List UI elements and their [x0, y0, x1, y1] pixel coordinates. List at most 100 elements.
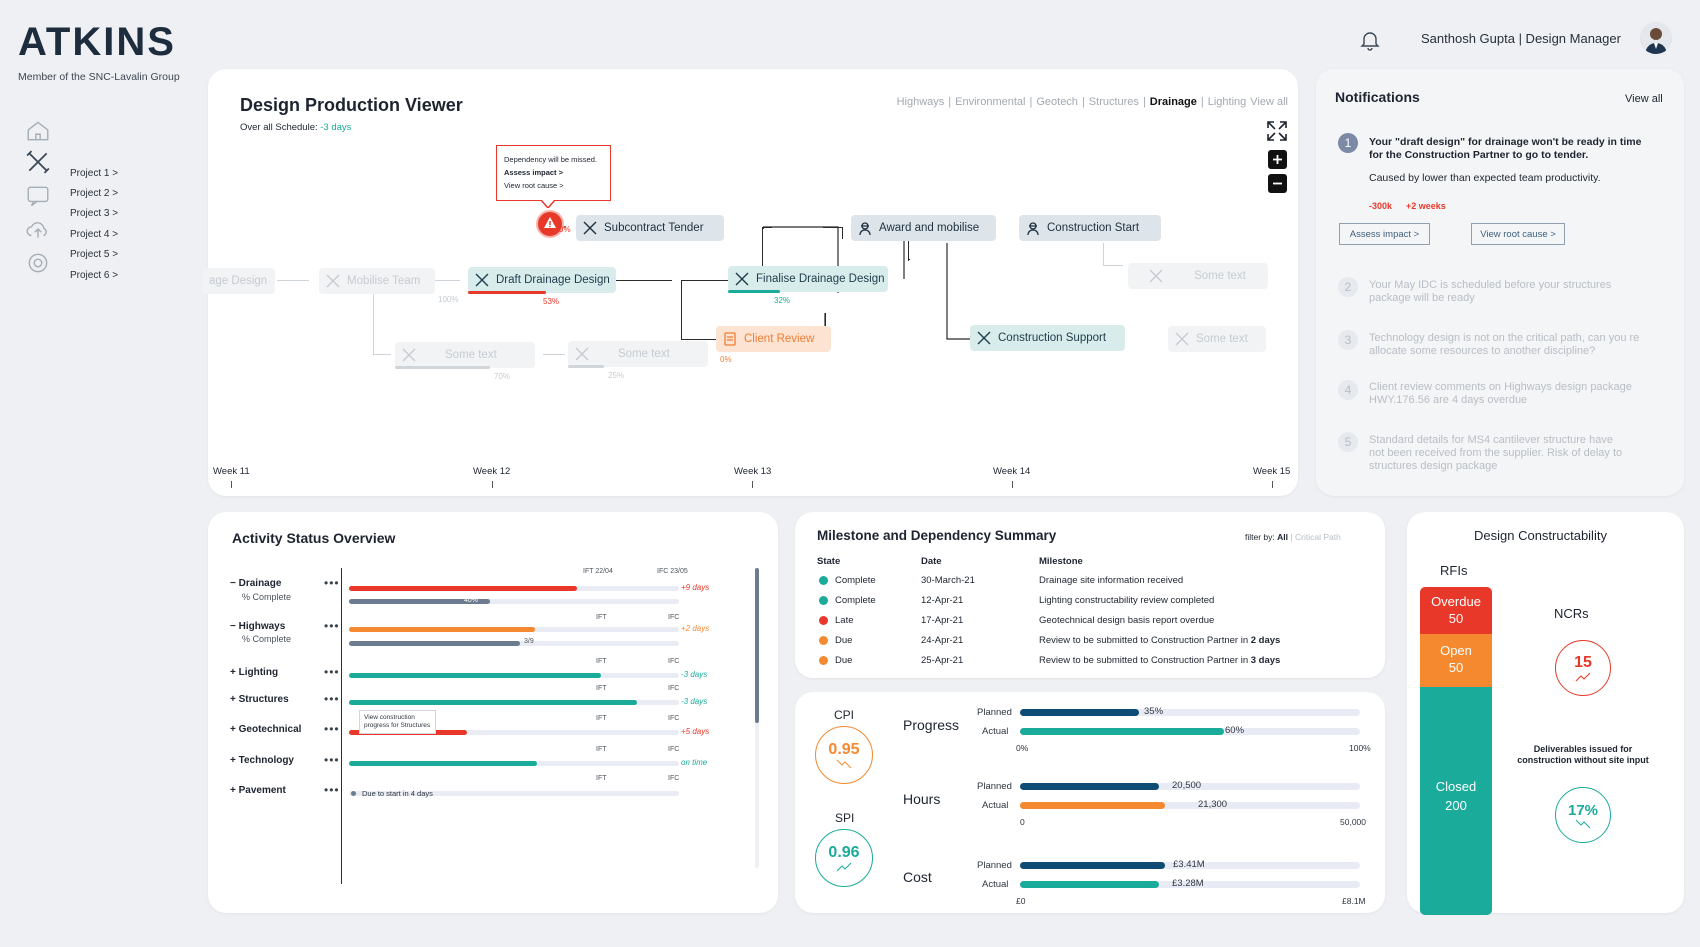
structures-menu-button[interactable]: •••: [324, 692, 340, 706]
notification-1-time: +2 weeks: [1406, 201, 1446, 211]
warning-icon[interactable]: [536, 210, 564, 238]
pavement-menu-button[interactable]: •••: [324, 783, 340, 797]
activity-geotechnical[interactable]: + Geotechnical: [230, 724, 302, 735]
user-name[interactable]: Santhosh Gupta | Design Manager: [1421, 31, 1621, 46]
node-subcontract-tender[interactable]: Subcontract Tender: [576, 215, 724, 241]
activity-highways[interactable]: − Highways: [230, 621, 286, 632]
filter-all[interactable]: All: [1277, 532, 1289, 542]
tools-icon: [1149, 269, 1163, 283]
notification-1-cause: Caused by lower than expected team produ…: [1369, 172, 1601, 184]
rfi-closed-segment[interactable]: Closed 200: [1420, 687, 1492, 915]
tab-geotech[interactable]: Geotech: [1036, 96, 1078, 108]
assess-impact-button[interactable]: Assess impact >: [1339, 223, 1430, 245]
node-client-review[interactable]: Client Review: [716, 326, 831, 352]
notification-5-text[interactable]: Standard details for MS4 cantilever stru…: [1369, 434, 1623, 472]
project-2-link[interactable]: Project 2 >: [70, 188, 119, 199]
technology-menu-button[interactable]: •••: [324, 753, 340, 767]
project-4-link[interactable]: Project 4 >: [70, 229, 119, 240]
project-5-link[interactable]: Project 5 >: [70, 249, 119, 260]
avatar[interactable]: [1640, 22, 1672, 54]
zoom-out-button[interactable]: [1268, 174, 1287, 193]
node-some-text-4[interactable]: Some text: [568, 341, 708, 367]
node-finalise-drainage-design[interactable]: Finalise Drainage Design: [728, 266, 888, 292]
node-some-text-1[interactable]: Some text: [1128, 263, 1268, 289]
rfi-open-segment[interactable]: Open 50: [1420, 634, 1492, 687]
atkins-logo[interactable]: ATKINS: [18, 20, 176, 64]
node-draft-drainage-design[interactable]: Draft Drainage Design: [468, 267, 616, 293]
tab-lighting[interactable]: Lighting: [1207, 96, 1247, 108]
constructability-title: Design Constructability: [1474, 528, 1607, 543]
node-some-text-2[interactable]: Some text: [1168, 326, 1266, 352]
node-award-and-mobilise[interactable]: Award and mobilise: [851, 215, 996, 241]
cost-actual-bar: [1020, 881, 1160, 888]
progress-actual-bar: [1020, 728, 1224, 735]
expand-icon[interactable]: [1266, 120, 1288, 142]
state-dot: [819, 616, 828, 625]
structures-tooltip: View construction progress for Structure…: [359, 710, 436, 734]
chat-icon[interactable]: [25, 183, 51, 209]
spi-indicator[interactable]: 0.96: [815, 829, 873, 887]
milestone-row[interactable]: Review to be submitted to Construction P…: [1039, 655, 1281, 666]
cloud-upload-icon[interactable]: [25, 216, 51, 242]
milestone-filter: filter by: All | Critical Path: [1245, 532, 1341, 542]
cpi-indicator[interactable]: 0.95: [815, 726, 873, 784]
geotechnical-menu-button[interactable]: •••: [324, 722, 340, 736]
activity-lighting[interactable]: + Lighting: [230, 667, 279, 678]
filter-critical-path[interactable]: Critical Path: [1294, 532, 1341, 542]
tooltip-assess-impact[interactable]: Assess impact >: [504, 168, 563, 177]
notifications-panel: Notifications View all 1 Your "draft des…: [1316, 69, 1684, 496]
scrollbar[interactable]: [755, 568, 759, 868]
tab-environmental[interactable]: Environmental: [955, 96, 1026, 108]
notification-3-text[interactable]: Technology design is not on the critical…: [1369, 332, 1640, 357]
kpi-panel: CPI 0.95 SPI 0.96 Progress Planned Actua…: [795, 692, 1385, 913]
tools-icon: [475, 273, 489, 287]
hours-planned-bar: [1020, 783, 1160, 790]
deliverables-indicator[interactable]: 17%: [1555, 787, 1611, 843]
project-1-link[interactable]: Project 1 >: [70, 168, 119, 179]
milestone-row[interactable]: Lighting constructability review complet…: [1039, 595, 1215, 606]
activity-technology[interactable]: + Technology: [230, 755, 294, 766]
notification-1-text[interactable]: Your "draft design" for drainage won't b…: [1369, 136, 1642, 161]
milestone-row[interactable]: Geotechnical design basis report overdue: [1039, 615, 1215, 626]
milestone-row[interactable]: Review to be submitted to Construction P…: [1039, 635, 1281, 646]
trend-down-icon: [836, 759, 852, 769]
node-construction-start[interactable]: Construction Start: [1019, 215, 1161, 241]
activity-drainage[interactable]: − Drainage: [230, 578, 282, 589]
tab-highways[interactable]: Highways: [896, 96, 945, 108]
tooltip-view-root-cause[interactable]: View root cause >: [504, 181, 564, 190]
project-3-link[interactable]: Project 3 >: [70, 208, 119, 219]
tools-icon[interactable]: [25, 149, 51, 175]
notification-1-number: 1: [1338, 133, 1358, 153]
highways-menu-button[interactable]: •••: [324, 619, 340, 633]
activity-status-panel: Activity Status Overview IFT 22/04 IFC 2…: [208, 512, 778, 913]
view-root-cause-button[interactable]: View root cause >: [1471, 223, 1565, 245]
rfi-stacked-bar[interactable]: Overdue 50 Open 50 Closed 200: [1420, 587, 1492, 915]
notification-4-text[interactable]: Client review comments on Highways desig…: [1369, 381, 1632, 406]
settings-icon[interactable]: [25, 250, 51, 276]
tab-view-all[interactable]: View all: [1250, 96, 1288, 108]
tab-structures[interactable]: Structures: [1088, 96, 1139, 108]
ncrs-indicator[interactable]: 15: [1555, 640, 1611, 696]
node-mobilise-team[interactable]: Mobilise Team: [319, 268, 435, 294]
tab-drainage[interactable]: Drainage: [1149, 96, 1197, 108]
bell-icon[interactable]: [1358, 28, 1382, 52]
lighting-bar: [349, 673, 601, 678]
rfi-overdue-segment[interactable]: Overdue 50: [1420, 587, 1492, 634]
view-all-link[interactable]: View all: [1625, 93, 1663, 105]
lighting-menu-button[interactable]: •••: [324, 665, 340, 679]
notification-1-cost: -300k: [1369, 201, 1393, 211]
node-construction-support[interactable]: Construction Support: [970, 325, 1125, 351]
home-icon[interactable]: [25, 118, 51, 144]
drainage-menu-button[interactable]: •••: [324, 576, 340, 590]
project-6-link[interactable]: Project 6 >: [70, 270, 119, 281]
activity-pavement[interactable]: + Pavement: [230, 785, 286, 796]
notifications-title: Notifications: [1335, 89, 1420, 105]
notification-2-text[interactable]: Your May IDC is scheduled before your st…: [1369, 279, 1612, 304]
worker-icon: [1027, 222, 1039, 236]
milestone-row[interactable]: Drainage site information received: [1039, 575, 1184, 586]
zoom-in-button[interactable]: [1268, 150, 1287, 169]
node-drainage-design[interactable]: age Design: [203, 268, 275, 294]
logo-subtitle: Member of the SNC-Lavalin Group: [18, 71, 180, 83]
activity-structures[interactable]: + Structures: [230, 694, 289, 705]
node-some-text-3[interactable]: Some text: [395, 342, 535, 368]
